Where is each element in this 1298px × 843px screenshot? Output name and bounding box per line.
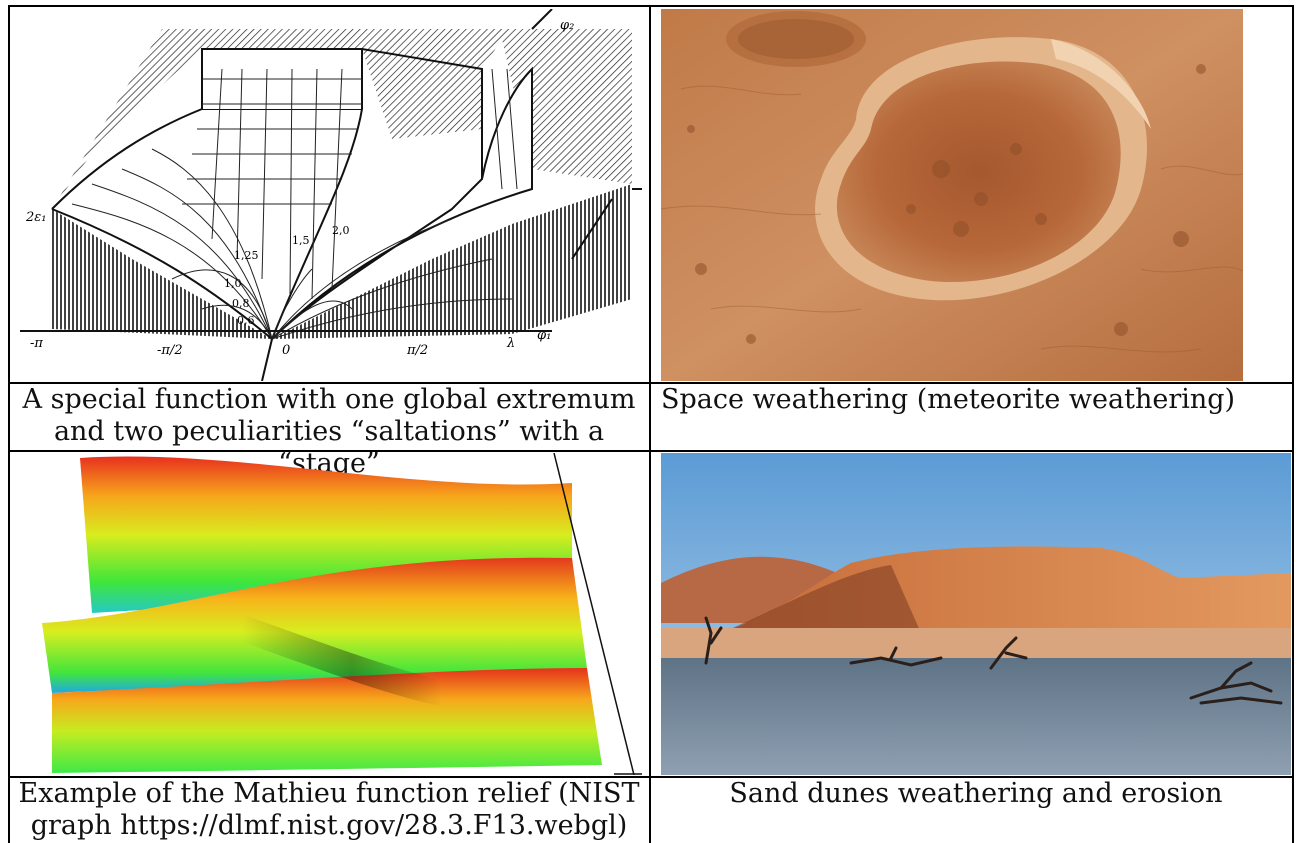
contour-label-3: 0,6 xyxy=(237,314,255,327)
caption-sand-dunes: Sand dunes weathering and erosion xyxy=(729,778,1223,809)
neg-pi-half-label: -π/2 xyxy=(157,343,183,358)
table-divider-col xyxy=(649,5,651,843)
table-border-top xyxy=(8,5,1294,7)
caption-special-function: A special function with one global extre… xyxy=(12,384,646,480)
table-divider-row1 xyxy=(8,382,1294,384)
caption-special-function-line1: A special function with one global extre… xyxy=(22,384,636,415)
special-function-diagram: φ₂ φ₁ 2ε₁ -π -π/2 0 π/2 λ 1,0 0,8 0,6 1,… xyxy=(12,9,646,381)
axis-phi1-label: φ₁ xyxy=(537,328,551,343)
caption-mathieu-line1: Example of the Mathieu function relief (… xyxy=(18,778,640,809)
zero-label: 0 xyxy=(282,343,290,358)
table-border-left xyxy=(8,5,10,843)
contour-label-6: 2,0 xyxy=(332,224,350,237)
two-epsilon-label: 2ε₁ xyxy=(25,210,46,225)
sand-dunes-photo xyxy=(661,453,1291,775)
table-border-right xyxy=(1292,5,1294,843)
mathieu-function-relief xyxy=(12,453,646,775)
contour-label-4: 1,25 xyxy=(234,249,259,262)
axis-phi2-label: φ₂ xyxy=(560,18,574,33)
neg-pi-label: -π xyxy=(30,336,43,351)
contour-label-1: 1,0 xyxy=(224,277,242,290)
caption-space-weathering: Space weathering (meteorite weathering) xyxy=(661,384,1236,415)
caption-mathieu-line2: graph https://dlmf.nist.gov/28.3.F13.web… xyxy=(30,810,628,841)
caption-mathieu: Example of the Mathieu function relief (… xyxy=(12,778,646,842)
table-divider-row3 xyxy=(8,776,1294,778)
lambda-label: λ xyxy=(506,336,515,351)
pi-half-label: π/2 xyxy=(406,343,428,358)
table-divider-row2 xyxy=(8,450,1294,452)
crater-photo xyxy=(661,9,1243,381)
contour-label-2: 0,8 xyxy=(232,297,250,310)
contour-label-5: 1,5 xyxy=(292,234,310,247)
